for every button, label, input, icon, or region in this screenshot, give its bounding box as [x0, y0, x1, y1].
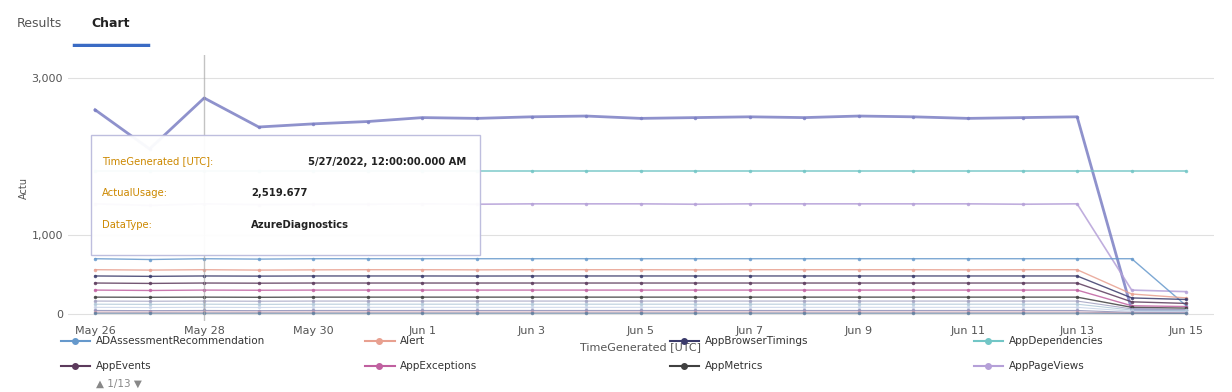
Text: AppExceptions: AppExceptions [400, 361, 478, 371]
Y-axis label: Actu: Actu [18, 177, 28, 199]
Text: TimeGenerated [UTC]:: TimeGenerated [UTC]: [102, 156, 213, 167]
Text: AzureDiagnostics: AzureDiagnostics [251, 220, 349, 230]
Text: AppBrowserTimings: AppBrowserTimings [705, 336, 808, 347]
Text: DataType:: DataType: [102, 220, 152, 230]
Text: AppPageViews: AppPageViews [1009, 361, 1084, 371]
FancyBboxPatch shape [91, 135, 480, 255]
Text: AppEvents: AppEvents [96, 361, 152, 371]
Text: AppMetrics: AppMetrics [705, 361, 763, 371]
Text: Chart: Chart [91, 17, 131, 30]
Text: 2,519.677: 2,519.677 [251, 189, 308, 198]
Text: ▲ 1/13 ▼: ▲ 1/13 ▼ [96, 379, 142, 389]
Text: Alert: Alert [400, 336, 425, 347]
Text: AppDependencies: AppDependencies [1009, 336, 1104, 347]
Text: 5/27/2022, 12:00:00.000 AM: 5/27/2022, 12:00:00.000 AM [308, 156, 467, 167]
X-axis label: TimeGenerated [UTC]: TimeGenerated [UTC] [580, 342, 701, 352]
Text: ADAssessmentRecommendation: ADAssessmentRecommendation [96, 336, 265, 347]
Text: ActualUsage:: ActualUsage: [102, 189, 168, 198]
Text: Results: Results [17, 17, 62, 30]
